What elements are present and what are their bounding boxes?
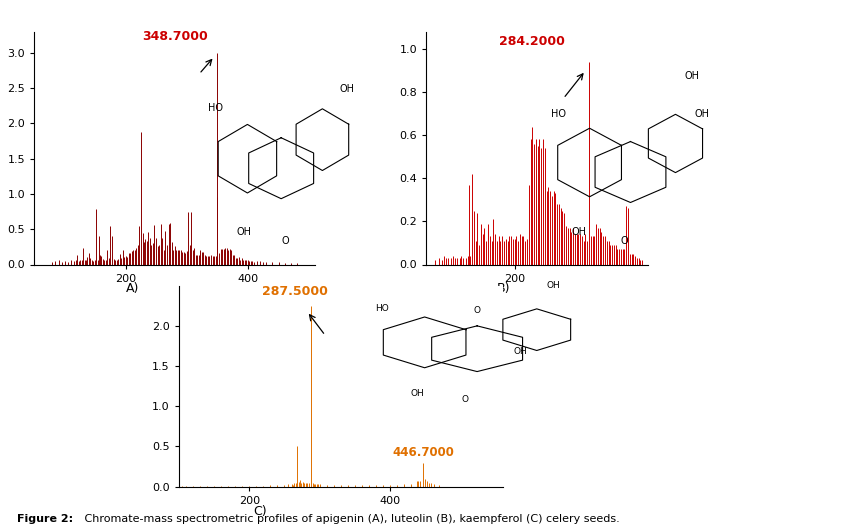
Text: OH: OH — [547, 281, 561, 290]
Text: B): B) — [497, 282, 510, 295]
Text: O: O — [620, 236, 628, 247]
Text: 287.5000: 287.5000 — [262, 285, 328, 298]
Text: HO: HO — [375, 304, 389, 313]
Text: A): A) — [126, 282, 139, 295]
Text: OH: OH — [339, 84, 354, 94]
Text: OH: OH — [411, 389, 424, 398]
Text: O: O — [281, 236, 289, 247]
Text: 284.2000: 284.2000 — [499, 35, 565, 48]
Text: OH: OH — [572, 227, 587, 237]
Text: O: O — [462, 395, 469, 404]
Text: HO: HO — [208, 103, 223, 113]
Text: 348.7000: 348.7000 — [141, 30, 208, 43]
Text: OH: OH — [513, 347, 527, 356]
Text: OH: OH — [694, 109, 710, 119]
Text: HO: HO — [551, 109, 567, 119]
Text: OH: OH — [684, 71, 699, 81]
Text: C): C) — [253, 505, 267, 518]
Text: Figure 2:: Figure 2: — [17, 514, 73, 524]
Text: Chromate-mass spectrometric profiles of apigenin (A), luteolin (B), kaempferol (: Chromate-mass spectrometric profiles of … — [81, 514, 619, 524]
Text: 446.7000: 446.7000 — [392, 446, 454, 459]
Text: OH: OH — [236, 227, 251, 237]
Text: O: O — [474, 306, 481, 315]
